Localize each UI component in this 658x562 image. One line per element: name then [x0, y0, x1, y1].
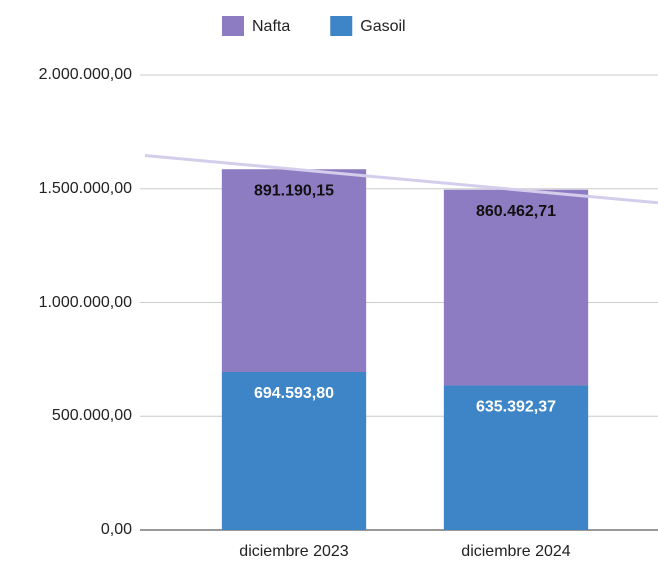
trendline — [144, 154, 658, 205]
bar-segment — [443, 385, 589, 530]
data-label: 891.190,15 — [254, 182, 334, 199]
data-label: 694.593,80 — [254, 385, 334, 402]
data-label: 860.462,71 — [476, 203, 556, 220]
legend-swatch — [330, 16, 353, 36]
bar-segment — [443, 189, 589, 386]
bar-segment — [221, 371, 367, 530]
legend-label: Nafta — [252, 18, 290, 35]
legend-label: Gasoil — [360, 18, 405, 35]
data-label: 635.392,37 — [476, 399, 556, 416]
y-tick-label: 500.000,00 — [51, 407, 132, 425]
x-tick-label: diciembre 2023 — [239, 543, 349, 560]
y-tick-label: 0,00 — [100, 521, 132, 538]
y-tick-label: 1.000.000,00 — [38, 293, 132, 311]
x-tick-label: diciembre 2024 — [461, 543, 571, 560]
legend-swatch — [222, 16, 244, 36]
y-tick-label: 2.000.000,00 — [38, 66, 132, 83]
bar-segment — [221, 169, 367, 372]
y-tick-label: 1.500.000,00 — [38, 179, 132, 197]
